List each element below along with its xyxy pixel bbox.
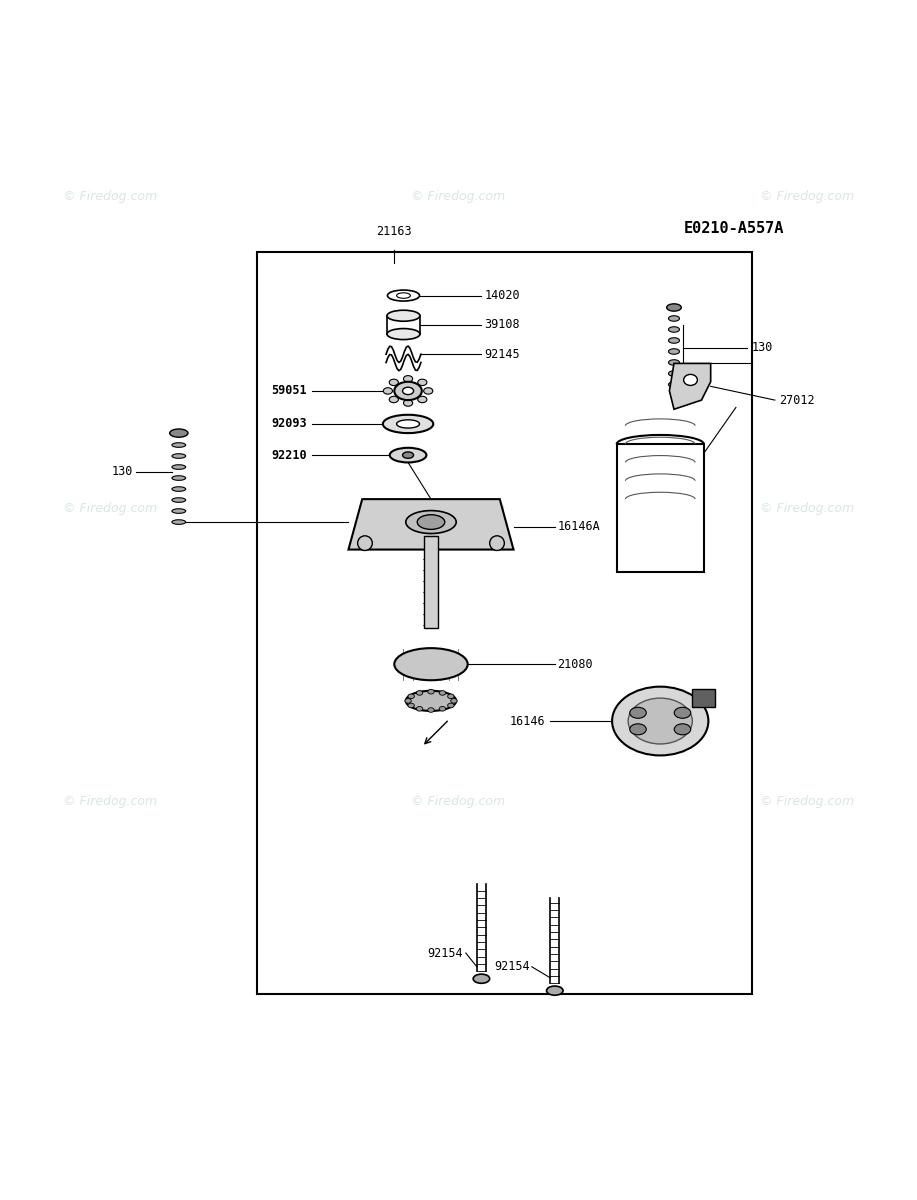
Ellipse shape	[416, 707, 423, 712]
Ellipse shape	[405, 510, 456, 534]
Text: © Firedog.com: © Firedog.com	[412, 190, 505, 203]
Ellipse shape	[387, 329, 420, 340]
Ellipse shape	[447, 694, 454, 698]
Text: 92210: 92210	[271, 449, 307, 462]
Bar	[616, 444, 704, 572]
Ellipse shape	[390, 448, 426, 462]
Text: © Firedog.com: © Firedog.com	[63, 796, 157, 809]
Ellipse shape	[667, 304, 681, 311]
Ellipse shape	[172, 454, 185, 458]
Ellipse shape	[408, 694, 414, 698]
Ellipse shape	[403, 388, 414, 395]
Bar	[424, 536, 438, 628]
Ellipse shape	[172, 487, 185, 491]
Ellipse shape	[418, 396, 427, 403]
Ellipse shape	[668, 337, 679, 343]
Text: © Firedog.com: © Firedog.com	[760, 190, 854, 203]
Ellipse shape	[674, 707, 691, 719]
Ellipse shape	[396, 420, 419, 428]
Ellipse shape	[547, 986, 563, 995]
Ellipse shape	[396, 293, 410, 299]
Ellipse shape	[439, 707, 446, 712]
Ellipse shape	[172, 443, 185, 448]
Ellipse shape	[172, 475, 185, 480]
Ellipse shape	[172, 509, 185, 514]
Ellipse shape	[403, 376, 413, 382]
Ellipse shape	[683, 374, 697, 385]
Ellipse shape	[389, 396, 398, 403]
Ellipse shape	[172, 498, 185, 503]
Polygon shape	[348, 499, 514, 550]
Text: 59051: 59051	[271, 384, 307, 397]
Text: © Firedog.com: © Firedog.com	[760, 796, 854, 809]
Text: 21080: 21080	[558, 658, 593, 671]
Text: 92093: 92093	[271, 418, 307, 431]
Ellipse shape	[387, 311, 420, 322]
Ellipse shape	[628, 698, 692, 744]
Text: E0210-A557A: E0210-A557A	[683, 221, 784, 236]
Ellipse shape	[439, 691, 446, 695]
Text: 14020: 14020	[484, 289, 520, 302]
Ellipse shape	[427, 690, 435, 694]
Ellipse shape	[630, 724, 646, 734]
Ellipse shape	[172, 520, 185, 524]
Text: 27012: 27012	[779, 394, 815, 407]
Ellipse shape	[668, 349, 679, 354]
Circle shape	[358, 536, 372, 551]
Ellipse shape	[418, 379, 427, 385]
Ellipse shape	[389, 379, 398, 385]
Bar	[692, 689, 715, 707]
Text: 130: 130	[752, 341, 773, 354]
Ellipse shape	[447, 703, 454, 708]
Text: 16146: 16146	[510, 714, 546, 727]
Ellipse shape	[394, 382, 422, 400]
Ellipse shape	[403, 452, 414, 458]
Ellipse shape	[383, 415, 433, 433]
Text: © Firedog.com: © Firedog.com	[63, 502, 157, 515]
Ellipse shape	[405, 691, 456, 710]
Text: 16146A: 16146A	[558, 520, 601, 533]
Ellipse shape	[383, 388, 392, 394]
Ellipse shape	[668, 360, 679, 365]
Ellipse shape	[473, 974, 490, 983]
Ellipse shape	[630, 707, 646, 719]
Text: 21163: 21163	[377, 224, 412, 238]
Ellipse shape	[404, 698, 411, 703]
Text: 92154: 92154	[427, 947, 463, 960]
Ellipse shape	[668, 382, 679, 388]
Ellipse shape	[668, 371, 679, 377]
Text: © Firedog.com: © Firedog.com	[760, 502, 854, 515]
Ellipse shape	[417, 515, 445, 529]
Ellipse shape	[612, 686, 708, 756]
Ellipse shape	[668, 316, 679, 322]
Text: © Firedog.com: © Firedog.com	[63, 190, 157, 203]
Ellipse shape	[408, 703, 414, 708]
Ellipse shape	[170, 428, 188, 437]
Ellipse shape	[387, 290, 420, 301]
Ellipse shape	[668, 326, 679, 332]
Ellipse shape	[427, 708, 435, 713]
Ellipse shape	[451, 698, 457, 703]
Text: 39108: 39108	[484, 318, 520, 331]
Polygon shape	[669, 364, 711, 409]
Bar	[257, 252, 752, 995]
Ellipse shape	[416, 691, 423, 695]
Ellipse shape	[394, 648, 468, 680]
Text: © Firedog.com: © Firedog.com	[412, 796, 505, 809]
Ellipse shape	[172, 464, 185, 469]
Ellipse shape	[403, 400, 413, 407]
Text: 130: 130	[112, 466, 133, 478]
Ellipse shape	[424, 388, 433, 394]
Circle shape	[490, 536, 504, 551]
Text: © Firedog.com: © Firedog.com	[412, 502, 505, 515]
Text: 92154: 92154	[494, 960, 530, 973]
Ellipse shape	[674, 724, 691, 734]
Text: 92145: 92145	[484, 348, 520, 361]
